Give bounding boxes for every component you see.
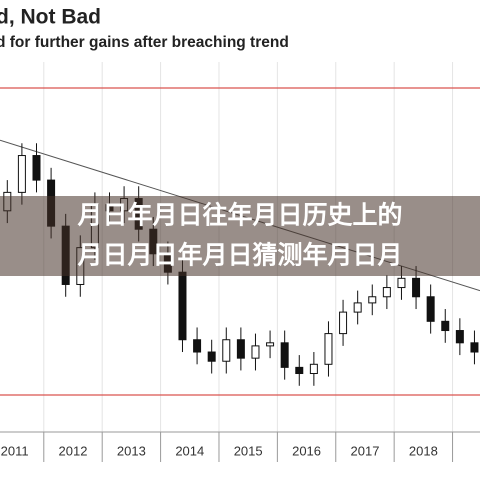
candle-body [32,155,41,181]
overlay-text: 月日年月日往年月日历史上的 [76,201,402,230]
candle-body [178,271,187,341]
candle-body [251,345,260,359]
overlay-banner [0,196,480,276]
x-tick-label: 2017 [351,443,380,458]
chart-subtitle: d for further gains after breaching tren… [0,34,289,51]
x-tick-label: 2016 [292,443,321,458]
candle-body [309,363,318,375]
candle-body [222,339,231,362]
x-tick-label: 2015 [234,443,263,458]
x-tick-label: 2013 [117,443,146,458]
candle-body [441,320,450,332]
candle-body [470,342,479,353]
candle-body [280,342,289,368]
candle-body [412,277,421,298]
x-tick-label: 2011 [1,443,29,458]
candle-body [368,296,377,304]
candle-body [236,339,245,359]
x-tick-label: 2018 [409,443,438,458]
candle-body [324,333,333,365]
candle-body [455,330,464,344]
candle-body [266,342,275,347]
candle-body [397,277,406,289]
overlay-text: 月日月日年月日猜测年月日月 [76,241,402,270]
candle-body [339,311,348,335]
candle-body [193,339,202,353]
candle-body [382,287,391,298]
chart-title: d, Not Bad [0,6,101,29]
candle-body [426,296,435,322]
x-tick-label: 2012 [59,443,88,458]
candle-body [295,366,304,375]
x-tick-label: 2014 [175,443,204,458]
candle-body [207,351,216,362]
candle-body [17,155,26,193]
candle-body [353,302,362,313]
